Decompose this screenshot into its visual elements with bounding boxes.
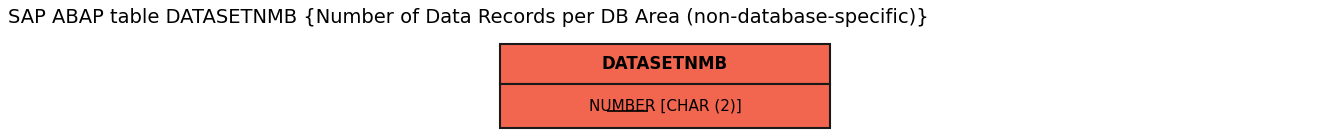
Bar (500, 44, 830, 84)
Text: DATASETNMB: DATASETNMB (602, 55, 729, 73)
Bar (500, 84, 830, 128)
Text: SAP ABAP table DATASETNMB {Number of Data Records per DB Area (non-database-spec: SAP ABAP table DATASETNMB {Number of Dat… (8, 8, 928, 27)
Text: NUMBER [CHAR (2)]: NUMBER [CHAR (2)] (589, 98, 742, 114)
